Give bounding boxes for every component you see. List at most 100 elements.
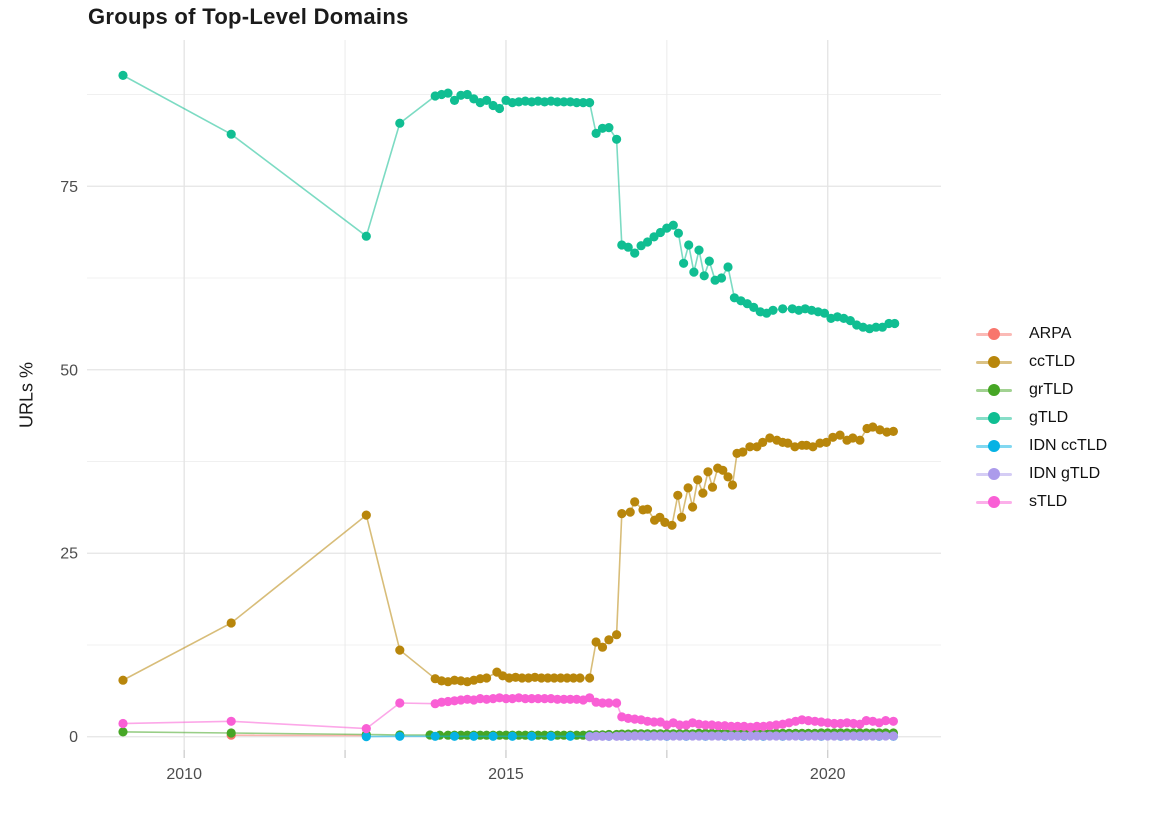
data-point [617, 731, 627, 741]
data-point [733, 721, 743, 732]
data-point [868, 422, 878, 432]
data-point [681, 731, 691, 741]
data-point [745, 442, 755, 452]
legend: ARPA ccTLD grTLD gTLD IDN ccTLD IDN gTLD sTLD [976, 320, 1107, 516]
data-point [482, 673, 492, 683]
data-point [226, 129, 236, 139]
data-point [739, 731, 749, 741]
data-point [568, 673, 579, 683]
y-axis-title: URLs % [16, 361, 37, 429]
data-point [575, 673, 585, 683]
chart-title: Groups of Top-Level Domains [88, 4, 409, 29]
data-point [591, 731, 601, 741]
data-point [707, 482, 718, 492]
data-point [723, 262, 733, 272]
x-tick-label: 2015 [488, 766, 524, 783]
data-point [677, 512, 687, 522]
data-point [684, 240, 694, 250]
data-point [790, 442, 800, 452]
data-point [540, 694, 550, 704]
data-point [660, 517, 670, 528]
data-point [482, 95, 492, 105]
data-point [828, 432, 838, 442]
data-point [855, 435, 865, 445]
data-point [745, 731, 756, 741]
data-point [118, 70, 128, 80]
data-point [707, 731, 717, 741]
data-point [688, 502, 698, 512]
data-point [749, 302, 759, 312]
data-point [226, 618, 236, 628]
data-point [726, 731, 736, 741]
legend-label-IDN-ccTLD: IDN ccTLD [1029, 437, 1108, 454]
data-point [821, 437, 832, 447]
series-gTLD [118, 70, 900, 334]
data-point [543, 673, 553, 683]
data-point [726, 721, 736, 732]
legend-key-icon [976, 327, 1012, 341]
data-point [585, 693, 595, 703]
data-point [875, 425, 885, 435]
data-point [888, 731, 899, 741]
data-point [768, 305, 778, 315]
legend-item-ccTLD: ccTLD [976, 348, 1107, 376]
data-point [395, 731, 405, 741]
legend-label-gTLD: gTLD [1029, 409, 1069, 426]
data-point [533, 694, 543, 704]
data-point [649, 717, 659, 727]
data-point [597, 698, 608, 708]
data-point [612, 698, 622, 708]
data-point [797, 731, 807, 741]
data-point [683, 483, 693, 493]
data-point [361, 231, 371, 241]
series-line-ccTLD [122, 426, 894, 683]
data-point [527, 694, 537, 704]
data-point [765, 433, 775, 443]
data-point [559, 97, 569, 107]
data-point [623, 731, 633, 741]
data-point [836, 731, 846, 741]
legend-item-IDN-gTLD: IDN gTLD [976, 460, 1107, 488]
legend-label-sTLD: sTLD [1029, 493, 1068, 510]
data-point [488, 731, 498, 741]
data-point [699, 271, 709, 281]
data-point [617, 508, 627, 519]
data-point [713, 731, 723, 741]
data-point [395, 118, 405, 128]
x-tick-label: 2010 [166, 766, 202, 783]
data-point [118, 718, 128, 729]
legend-key-icon [976, 495, 1012, 509]
data-point [667, 520, 677, 530]
data-point [835, 430, 845, 440]
data-point [874, 731, 884, 741]
legend-label-IDN-gTLD: IDN gTLD [1029, 465, 1101, 482]
data-point [604, 635, 614, 645]
data-point [630, 731, 640, 741]
data-point [585, 673, 595, 683]
data-point [501, 694, 511, 704]
data-point [604, 698, 614, 708]
legend-key-icon [976, 355, 1012, 369]
data-point [727, 480, 738, 490]
data-point [693, 475, 703, 485]
data-point [778, 731, 788, 741]
data-point [861, 731, 871, 741]
data-point [752, 721, 762, 732]
data-point [718, 465, 728, 475]
data-point [752, 731, 762, 741]
data-point [855, 731, 865, 741]
data-point [517, 673, 527, 683]
data-point [585, 732, 595, 742]
data-point [649, 731, 659, 741]
data-point [723, 472, 733, 482]
data-point [784, 731, 794, 741]
data-point [612, 630, 622, 640]
x-tick-label: 2020 [810, 766, 846, 783]
data-point [778, 304, 788, 314]
data-point [118, 675, 128, 685]
data-point [361, 732, 371, 742]
data-point [604, 731, 614, 741]
y-tick-label: 50 [60, 362, 78, 379]
